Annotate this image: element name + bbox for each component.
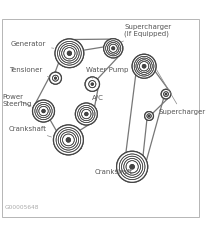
- Circle shape: [85, 113, 88, 115]
- Circle shape: [117, 151, 148, 182]
- Circle shape: [55, 39, 84, 68]
- Circle shape: [112, 47, 114, 50]
- Text: Generator: Generator: [11, 41, 54, 48]
- Text: Tensioner: Tensioner: [9, 67, 50, 77]
- Circle shape: [91, 83, 93, 85]
- Circle shape: [165, 93, 167, 95]
- Text: G00005648: G00005648: [5, 205, 39, 210]
- Circle shape: [161, 89, 171, 99]
- Circle shape: [68, 51, 71, 55]
- Circle shape: [53, 125, 83, 155]
- Circle shape: [112, 47, 114, 50]
- Circle shape: [161, 89, 171, 99]
- Circle shape: [33, 100, 55, 122]
- Circle shape: [145, 112, 153, 120]
- Circle shape: [148, 115, 150, 117]
- Text: Power
Steering: Power Steering: [3, 94, 32, 107]
- Text: Crankshaft: Crankshaft: [9, 126, 51, 137]
- Circle shape: [85, 77, 99, 91]
- Circle shape: [75, 103, 97, 125]
- Circle shape: [132, 54, 156, 78]
- Circle shape: [66, 138, 70, 142]
- Text: A/C: A/C: [89, 95, 104, 105]
- Circle shape: [75, 103, 97, 125]
- Circle shape: [104, 39, 123, 58]
- Circle shape: [130, 165, 134, 169]
- Circle shape: [104, 39, 123, 58]
- Circle shape: [85, 77, 99, 91]
- Circle shape: [53, 125, 83, 155]
- Circle shape: [55, 77, 56, 79]
- Circle shape: [165, 93, 167, 95]
- Circle shape: [49, 72, 61, 84]
- Circle shape: [142, 65, 146, 68]
- Circle shape: [55, 77, 56, 79]
- Text: Water Pump: Water Pump: [86, 67, 129, 78]
- Text: Supercharger: Supercharger: [157, 70, 205, 115]
- Text: Crankshaft: Crankshaft: [94, 169, 132, 175]
- Circle shape: [91, 83, 93, 85]
- Circle shape: [145, 112, 153, 120]
- Circle shape: [49, 72, 61, 84]
- Circle shape: [132, 54, 156, 78]
- Text: Supercharger
(If Equipped): Supercharger (If Equipped): [121, 24, 171, 42]
- Circle shape: [55, 39, 84, 68]
- Circle shape: [130, 165, 134, 169]
- Circle shape: [148, 115, 150, 117]
- Circle shape: [68, 51, 71, 55]
- Circle shape: [66, 138, 70, 142]
- Circle shape: [142, 65, 146, 68]
- Circle shape: [42, 110, 45, 112]
- Circle shape: [117, 151, 148, 182]
- Circle shape: [33, 100, 55, 122]
- Circle shape: [42, 110, 45, 112]
- Circle shape: [85, 113, 88, 115]
